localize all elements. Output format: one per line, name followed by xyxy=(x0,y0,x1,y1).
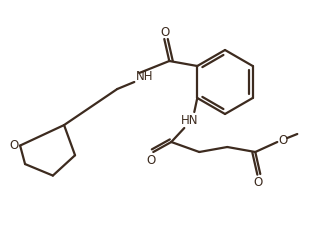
Text: O: O xyxy=(10,139,19,152)
Text: O: O xyxy=(279,133,288,146)
Text: HN: HN xyxy=(180,113,198,126)
Text: O: O xyxy=(254,176,263,189)
Text: NH: NH xyxy=(136,70,153,83)
Text: O: O xyxy=(161,25,170,38)
Text: O: O xyxy=(147,153,156,166)
